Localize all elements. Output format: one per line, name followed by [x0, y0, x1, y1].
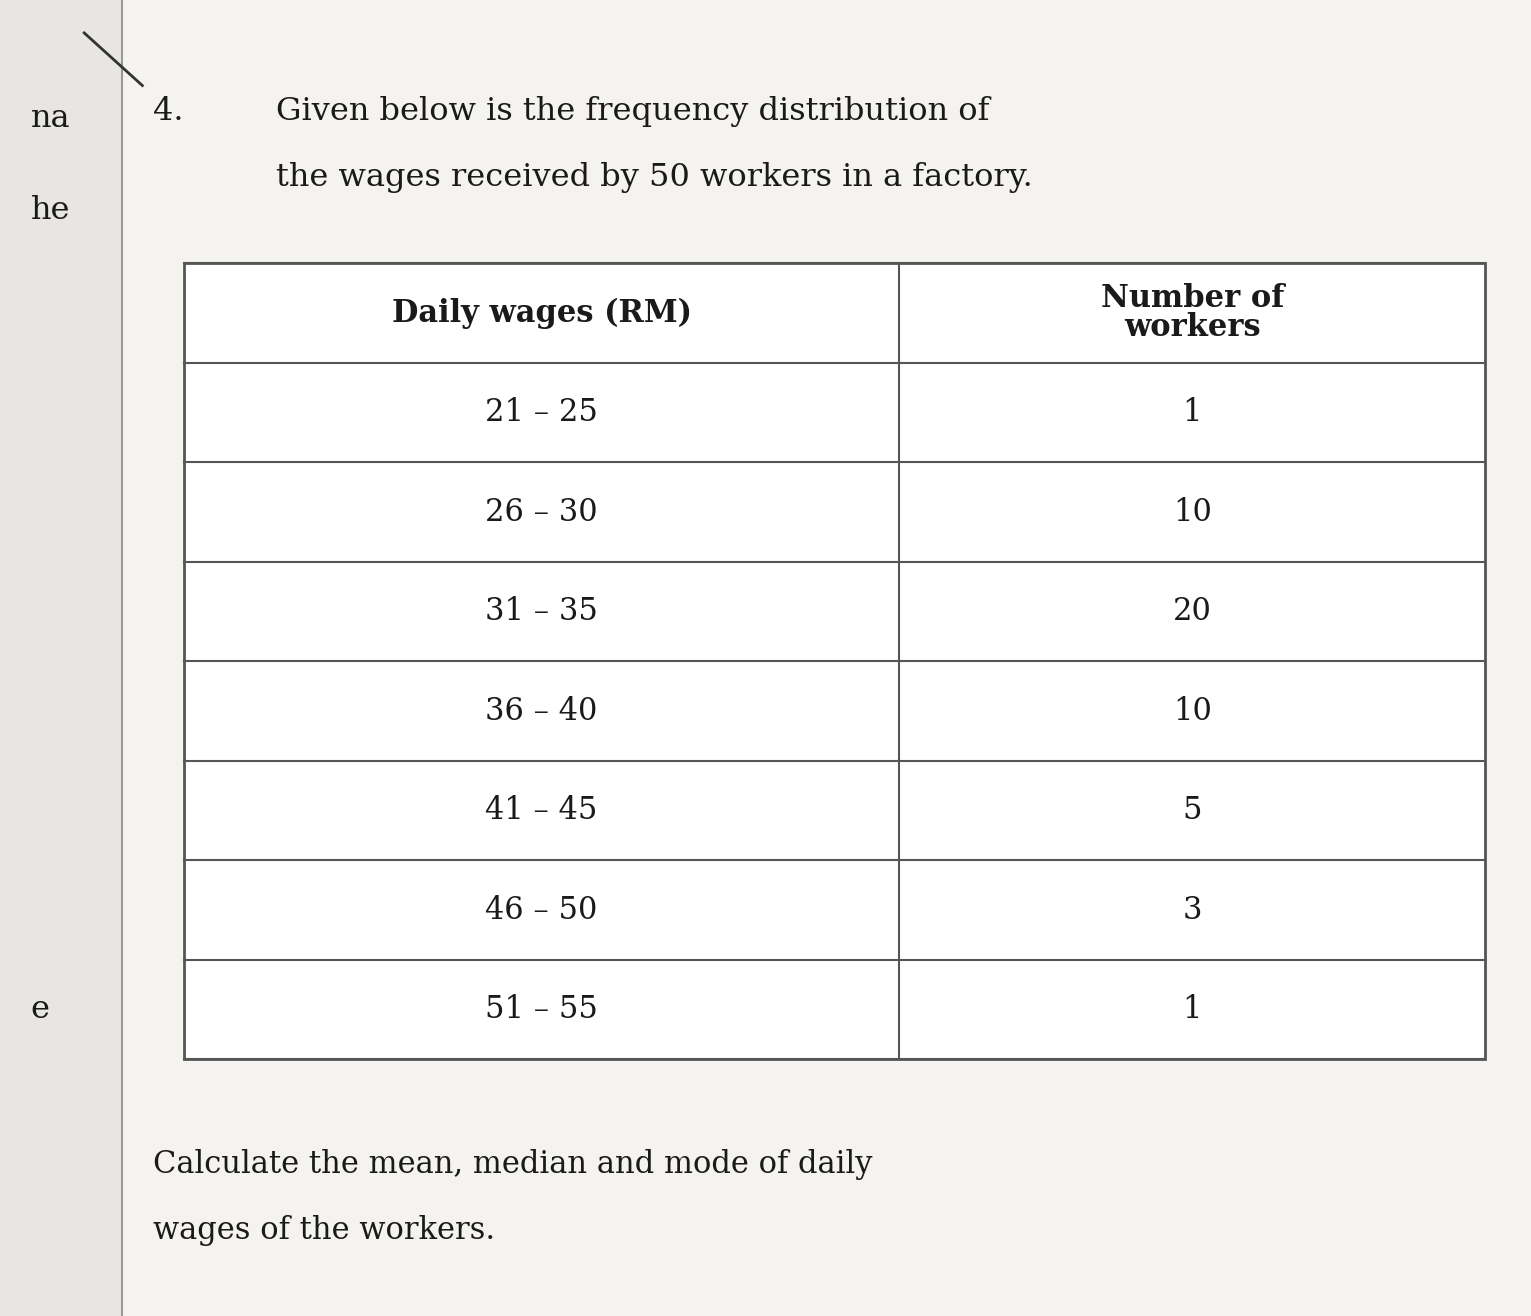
Text: 21 – 25: 21 – 25	[485, 397, 599, 428]
Text: e: e	[31, 994, 49, 1025]
Text: Daily wages (RM): Daily wages (RM)	[392, 297, 692, 329]
Text: 46 – 50: 46 – 50	[485, 895, 597, 925]
Text: 10: 10	[1173, 496, 1211, 528]
Bar	[0, 0, 122, 1316]
Text: 1: 1	[1182, 397, 1202, 428]
Text: 4.: 4.	[153, 96, 184, 128]
Text: 51 – 55: 51 – 55	[485, 994, 599, 1025]
Text: 3: 3	[1182, 895, 1202, 925]
Text: 26 – 30: 26 – 30	[485, 496, 599, 528]
Text: 31 – 35: 31 – 35	[485, 596, 599, 626]
Text: he: he	[31, 195, 70, 226]
Text: the wages received by 50 workers in a factory.: the wages received by 50 workers in a fa…	[276, 162, 1032, 193]
Text: na: na	[31, 103, 70, 134]
Text: 10: 10	[1173, 696, 1211, 726]
Text: Calculate the mean, median and mode of daily: Calculate the mean, median and mode of d…	[153, 1149, 873, 1180]
Text: 5: 5	[1182, 795, 1202, 826]
Text: 41 – 45: 41 – 45	[485, 795, 597, 826]
Text: Number of: Number of	[1101, 283, 1285, 313]
Text: Given below is the frequency distribution of: Given below is the frequency distributio…	[276, 96, 989, 128]
Text: 1: 1	[1182, 994, 1202, 1025]
Text: workers: workers	[1124, 312, 1260, 343]
Text: 36 – 40: 36 – 40	[485, 696, 597, 726]
Text: 20: 20	[1173, 596, 1211, 626]
Text: wages of the workers.: wages of the workers.	[153, 1215, 495, 1246]
